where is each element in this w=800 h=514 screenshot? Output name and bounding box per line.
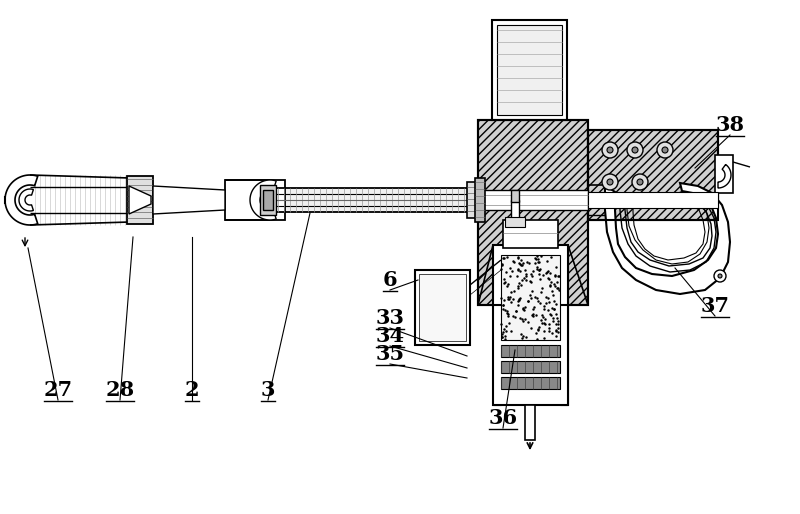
Bar bbox=[501, 361, 560, 373]
Bar bbox=[493, 245, 568, 405]
Bar bbox=[588, 192, 718, 208]
Polygon shape bbox=[129, 186, 151, 214]
Text: 34: 34 bbox=[375, 326, 405, 346]
Circle shape bbox=[602, 174, 618, 190]
Text: 38: 38 bbox=[715, 115, 745, 135]
Bar bbox=[419, 274, 466, 341]
Bar bbox=[501, 345, 560, 357]
Bar bbox=[560, 245, 568, 405]
Bar bbox=[225, 180, 285, 220]
Bar bbox=[501, 255, 560, 340]
Circle shape bbox=[632, 147, 638, 153]
Circle shape bbox=[602, 142, 618, 158]
Bar bbox=[588, 130, 718, 220]
Text: 33: 33 bbox=[375, 308, 405, 328]
Bar bbox=[127, 176, 153, 224]
Bar bbox=[492, 20, 567, 120]
Bar bbox=[503, 220, 558, 248]
Text: 28: 28 bbox=[106, 380, 134, 400]
Circle shape bbox=[657, 142, 673, 158]
Text: 3: 3 bbox=[261, 380, 275, 400]
Text: 2: 2 bbox=[185, 380, 199, 400]
Circle shape bbox=[718, 274, 722, 278]
Circle shape bbox=[714, 270, 726, 282]
Bar bbox=[475, 178, 485, 222]
Text: 6: 6 bbox=[382, 270, 398, 290]
Text: 27: 27 bbox=[43, 380, 73, 400]
Circle shape bbox=[607, 179, 613, 185]
Bar bbox=[478, 190, 588, 210]
Circle shape bbox=[627, 142, 643, 158]
Circle shape bbox=[607, 147, 613, 153]
Bar bbox=[497, 25, 562, 115]
Circle shape bbox=[662, 147, 668, 153]
Bar bbox=[501, 377, 560, 389]
Bar bbox=[478, 120, 588, 305]
Bar bbox=[588, 130, 718, 220]
Text: 35: 35 bbox=[375, 344, 405, 364]
Polygon shape bbox=[19, 189, 34, 211]
Bar bbox=[505, 217, 525, 227]
Polygon shape bbox=[5, 175, 38, 225]
Bar bbox=[260, 185, 276, 215]
Bar bbox=[478, 120, 588, 305]
Bar bbox=[268, 188, 478, 212]
Bar bbox=[415, 270, 470, 345]
Bar bbox=[263, 190, 273, 210]
Circle shape bbox=[632, 174, 648, 190]
Polygon shape bbox=[250, 180, 276, 220]
Polygon shape bbox=[605, 183, 730, 294]
Bar bbox=[467, 182, 483, 218]
Text: 36: 36 bbox=[489, 408, 518, 428]
Bar bbox=[511, 190, 519, 202]
Circle shape bbox=[637, 179, 643, 185]
Bar bbox=[525, 405, 535, 440]
Bar bbox=[715, 155, 733, 193]
Polygon shape bbox=[153, 186, 225, 214]
Polygon shape bbox=[718, 164, 731, 188]
Bar bbox=[493, 245, 501, 405]
Bar bbox=[511, 200, 519, 220]
Text: 37: 37 bbox=[701, 296, 730, 316]
